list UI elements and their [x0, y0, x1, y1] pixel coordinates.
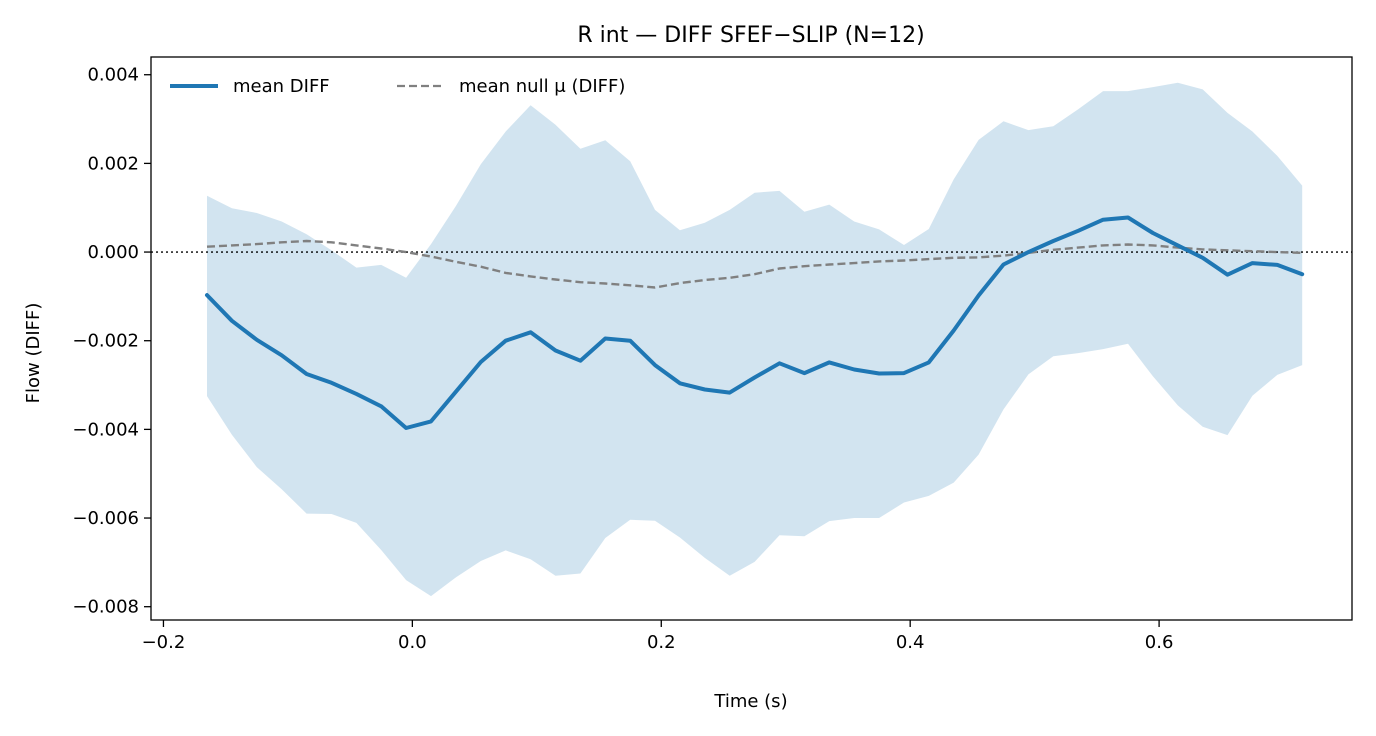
y-tick-label: 0.000: [87, 242, 139, 263]
series-line-null-mean: [206, 239, 1303, 289]
legend-label-null-mean: mean null μ (DIFF): [459, 76, 625, 97]
plot-frame: [150, 56, 1353, 621]
x-axis-label: Time (s): [713, 691, 787, 712]
y-tick-label: −0.008: [72, 597, 139, 618]
legend-label-mean-diff: mean DIFF: [233, 76, 330, 97]
x-tick-label: −0.2: [142, 632, 186, 653]
plot-area: [151, 82, 1352, 597]
x-tick-label: 0.2: [647, 632, 676, 653]
y-tick-label: −0.006: [72, 508, 139, 529]
y-tick-label: −0.002: [72, 331, 139, 352]
x-tick-label: 0.6: [1145, 632, 1174, 653]
x-tick-label: 0.0: [398, 632, 427, 653]
y-tick-label: 0.004: [87, 65, 139, 86]
y-axis-label: Flow (DIFF): [23, 303, 44, 404]
y-tick-label: 0.002: [87, 153, 139, 174]
x-axis: −0.2 0.0 0.2 0.4 0.6: [142, 620, 1174, 653]
confidence-band: [207, 82, 1303, 597]
y-axis: 0.004 0.002 0.000 −0.002 −0.004 −0.006 −0.008: [72, 65, 151, 618]
x-tick-label: 0.4: [896, 632, 925, 653]
legend: mean DIFF mean null μ (DIFF): [170, 76, 625, 97]
y-tick-label: −0.004: [72, 419, 139, 440]
chart-title: R int — DIFF SFEF−SLIP (N=12): [577, 23, 924, 48]
series-line-mean-diff: [205, 215, 1305, 430]
